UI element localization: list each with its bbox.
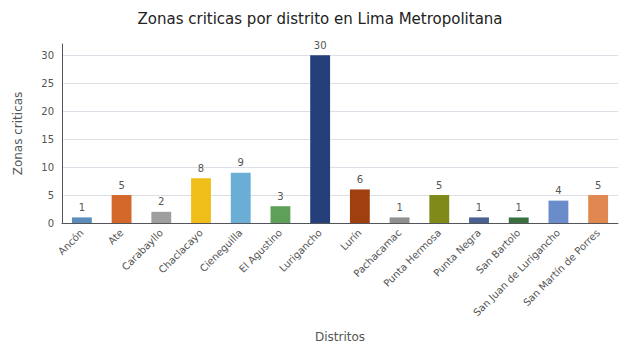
svg-text:25: 25	[41, 78, 54, 89]
svg-text:Zonas criticas por distrito en: Zonas criticas por distrito en Lima Metr…	[137, 10, 502, 28]
svg-text:9: 9	[238, 157, 244, 168]
svg-text:El Agustino: El Agustino	[236, 227, 285, 275]
svg-text:5: 5	[595, 180, 601, 191]
svg-text:1: 1	[396, 202, 402, 213]
svg-text:6: 6	[357, 174, 363, 185]
svg-text:Pachacamac: Pachacamac	[351, 227, 404, 280]
svg-text:San Martín de Porres: San Martín de Porres	[521, 227, 602, 308]
svg-text:Punta Hermosa: Punta Hermosa	[381, 227, 443, 289]
svg-text:20: 20	[41, 106, 54, 117]
svg-text:Ancón: Ancón	[56, 227, 86, 257]
svg-text:1: 1	[516, 202, 522, 213]
svg-text:Cieneguilla: Cieneguilla	[197, 227, 245, 275]
svg-text:15: 15	[41, 134, 54, 145]
svg-text:Carabayllo: Carabayllo	[119, 227, 166, 273]
svg-text:30: 30	[314, 40, 327, 51]
svg-text:Chaclacayo: Chaclacayo	[156, 227, 204, 275]
svg-text:0: 0	[48, 218, 54, 229]
svg-text:San Juan de Lurigancho: San Juan de Lurigancho	[471, 227, 563, 319]
svg-text:5: 5	[118, 180, 124, 191]
svg-text:5: 5	[48, 190, 54, 201]
svg-text:Distritos: Distritos	[315, 330, 365, 344]
svg-text:10: 10	[41, 162, 54, 173]
svg-text:1: 1	[79, 202, 85, 213]
svg-text:2: 2	[158, 196, 164, 207]
svg-text:Punta Negra: Punta Negra	[431, 227, 483, 279]
svg-text:Lurín: Lurín	[338, 227, 363, 252]
svg-text:30: 30	[41, 50, 54, 61]
svg-text:Ate: Ate	[106, 227, 126, 247]
svg-text:Zonas criticas: Zonas criticas	[11, 92, 25, 176]
svg-text:8: 8	[198, 163, 204, 174]
svg-text:5: 5	[436, 180, 442, 191]
svg-text:4: 4	[555, 185, 561, 196]
svg-text:San Bartolo: San Bartolo	[473, 227, 523, 276]
svg-text:3: 3	[277, 191, 283, 202]
svg-text:1: 1	[476, 202, 482, 213]
svg-text:Lurigancho: Lurigancho	[277, 227, 324, 274]
